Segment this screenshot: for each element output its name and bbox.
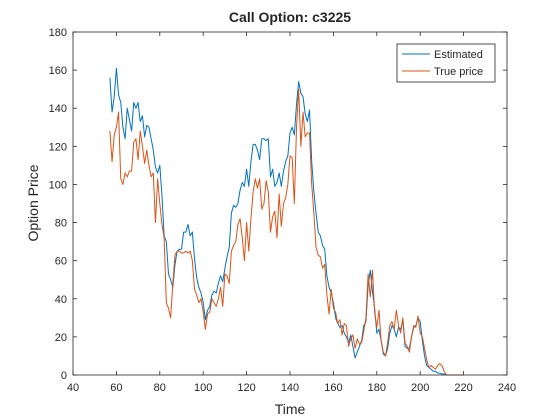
x-tick-label: 80 — [154, 382, 166, 394]
y-tick-label: 40 — [55, 294, 67, 306]
x-tick-label: 140 — [281, 382, 299, 394]
legend-label-true-price: True price — [434, 66, 483, 78]
chart-title: Call Option: c3225 — [229, 9, 351, 25]
y-tick-label: 0 — [61, 370, 67, 382]
x-tick-label: 160 — [324, 382, 342, 394]
legend: Estimated True price — [396, 43, 496, 83]
axes-layer: 40 60 80 100 120 140 160 180 200 220 240 0 20 40 60 80 1… — [49, 27, 517, 394]
x-tick-label: 60 — [110, 382, 122, 394]
series-line-estimated — [109, 67, 449, 376]
y-tick-label: 120 — [49, 141, 67, 153]
y-tick-label: 100 — [49, 179, 67, 191]
x-tick-label: 240 — [498, 382, 516, 394]
legend-label-estimated: Estimated — [434, 49, 483, 61]
y-tick-label: 20 — [55, 332, 67, 344]
series-line-true-price — [109, 88, 464, 376]
y-tick-label: 80 — [55, 218, 67, 230]
legend-box — [396, 43, 496, 83]
y-tick-label: 180 — [49, 27, 67, 39]
x-tick-label: 220 — [454, 382, 472, 394]
x-tick-label: 100 — [194, 382, 212, 394]
x-axis-label: Time — [275, 401, 306, 417]
plot-background — [73, 32, 507, 375]
y-tick-label: 160 — [49, 65, 67, 77]
y-axis-label: Option Price — [25, 164, 41, 241]
x-tick-label: 40 — [67, 382, 79, 394]
y-tick-label: 60 — [55, 256, 67, 268]
series-layer — [109, 67, 464, 376]
x-tick-label: 200 — [411, 382, 429, 394]
x-tick-label: 120 — [237, 382, 255, 394]
x-tick-label: 180 — [368, 382, 386, 394]
y-tick-label: 140 — [49, 103, 67, 115]
